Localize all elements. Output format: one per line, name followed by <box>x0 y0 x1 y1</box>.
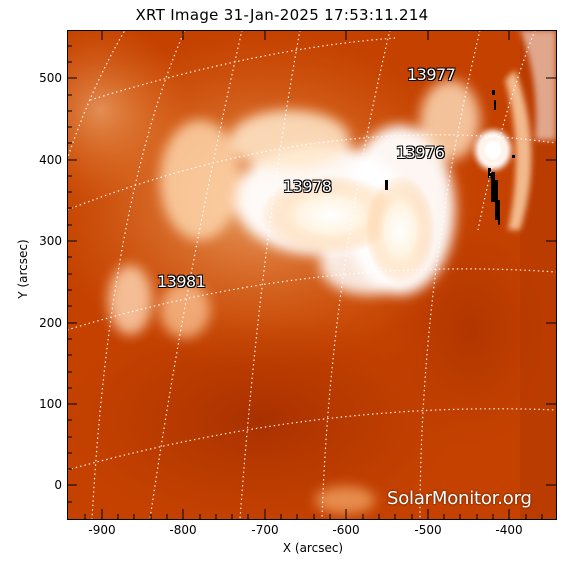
y-axis-label: Y (arcsec) <box>16 239 30 299</box>
plot-frame <box>67 30 557 520</box>
y-tick-label: 400 <box>39 153 62 167</box>
watermark: SolarMonitor.org <box>387 488 532 509</box>
region-label-13981: 13981 <box>157 272 206 291</box>
plot-title: XRT Image 31-Jan-2025 17:53:11.214 <box>135 6 429 24</box>
y-tick-label: 500 <box>39 71 62 85</box>
x-tick-label: -800 <box>169 523 197 537</box>
heliographic-grid <box>67 30 556 519</box>
x-tick-label: -700 <box>251 523 279 537</box>
x-tick-label: -600 <box>332 523 360 537</box>
x-tick-label: -400 <box>495 523 523 537</box>
y-tick-label: 300 <box>39 234 62 248</box>
x-axis-label: X (arcsec) <box>282 541 344 555</box>
region-label-13976: 13976 <box>396 143 445 162</box>
y-tick-label: 200 <box>39 316 62 330</box>
x-tick-label: -500 <box>414 523 442 537</box>
sun-image <box>67 30 556 519</box>
y-tick-label: 0 <box>54 478 62 492</box>
region-label-13977: 13977 <box>407 65 456 84</box>
y-tick-label: 100 <box>39 397 62 411</box>
region-label-13978: 13978 <box>283 177 332 196</box>
x-tick-label: -900 <box>88 523 116 537</box>
